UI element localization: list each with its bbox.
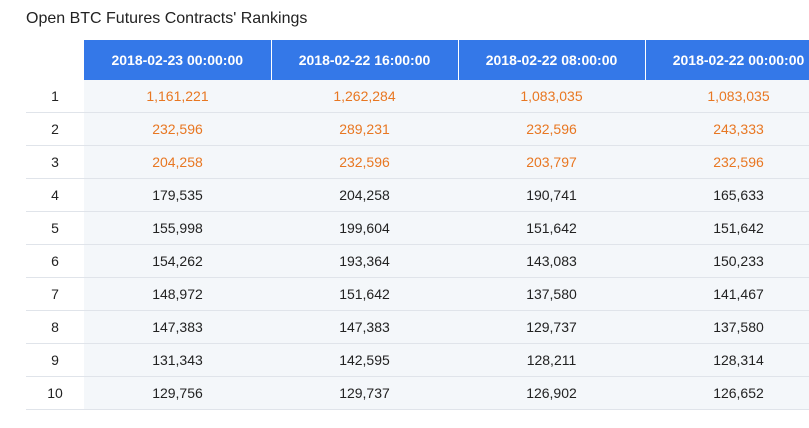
- column-header[interactable]: 2018-02-22 16:00:00: [271, 40, 459, 80]
- table-row: 6 154,262 193,364 143,083 150,233: [26, 244, 809, 278]
- table-cell: 232,596: [271, 145, 458, 179]
- table-cell: 193,364: [271, 244, 458, 278]
- table-cell: 126,902: [458, 376, 645, 410]
- table-row: 9 131,343 142,595 128,211 128,314: [26, 343, 809, 377]
- table-row: 8 147,383 147,383 129,737 137,580: [26, 310, 809, 344]
- table-cell: 243,333: [645, 112, 809, 146]
- table-cell: 150,233: [645, 244, 809, 278]
- table-cell: 165,633: [645, 178, 809, 212]
- table-cell: 151,642: [271, 277, 458, 311]
- table-cell: 151,642: [645, 211, 809, 245]
- table-cell: 147,383: [84, 310, 271, 344]
- table-header-row: 2018-02-23 00:00:00 2018-02-22 16:00:00 …: [26, 40, 809, 80]
- rank-cell: 2: [26, 112, 84, 146]
- table-row: 10 129,756 129,737 126,902 126,652: [26, 376, 809, 410]
- rank-cell: 4: [26, 178, 84, 212]
- table-cell: 179,535: [84, 178, 271, 212]
- table-cell: 232,596: [84, 112, 271, 146]
- table-cell: 137,580: [458, 277, 645, 311]
- table-cell: 131,343: [84, 343, 271, 377]
- table-row: 3 204,258 232,596 203,797 232,596: [26, 145, 809, 179]
- rank-cell: 9: [26, 343, 84, 377]
- table-cell: 199,604: [271, 211, 458, 245]
- rankings-table-container: 2018-02-23 00:00:00 2018-02-22 16:00:00 …: [26, 40, 809, 410]
- table-cell: 142,595: [271, 343, 458, 377]
- table-row: 7 148,972 151,642 137,580 141,467: [26, 277, 809, 311]
- table-cell: 154,262: [84, 244, 271, 278]
- rank-cell: 7: [26, 277, 84, 311]
- table-cell: 148,972: [84, 277, 271, 311]
- table-cell: 232,596: [458, 112, 645, 146]
- table-cell: 137,580: [645, 310, 809, 344]
- rank-cell: 10: [26, 376, 84, 410]
- column-header[interactable]: 2018-02-23 00:00:00: [84, 40, 272, 80]
- table-cell: 289,231: [271, 112, 458, 146]
- table-row: 1 1,161,221 1,262,284 1,083,035 1,083,035: [26, 80, 809, 113]
- table-cell: 128,211: [458, 343, 645, 377]
- table-cell: 203,797: [458, 145, 645, 179]
- table-cell: 204,258: [84, 145, 271, 179]
- table-cell: 1,083,035: [458, 80, 645, 113]
- table-cell: 204,258: [271, 178, 458, 212]
- table-cell: 141,467: [645, 277, 809, 311]
- rankings-table: 2018-02-23 00:00:00 2018-02-22 16:00:00 …: [26, 40, 809, 410]
- rank-cell: 5: [26, 211, 84, 245]
- column-header[interactable]: 2018-02-22 00:00:00: [645, 40, 809, 80]
- table-body: 1 1,161,221 1,262,284 1,083,035 1,083,035 2 23…: [26, 80, 809, 410]
- rank-cell: 1: [26, 80, 84, 113]
- table-cell: 129,737: [271, 376, 458, 410]
- table-row: 5 155,998 199,604 151,642 151,642: [26, 211, 809, 245]
- table-cell: 190,741: [458, 178, 645, 212]
- table-cell: 128,314: [645, 343, 809, 377]
- rank-cell: 6: [26, 244, 84, 278]
- table-cell: 151,642: [458, 211, 645, 245]
- table-cell: 1,262,284: [271, 80, 458, 113]
- table-cell: 232,596: [645, 145, 809, 179]
- table-row: 4 179,535 204,258 190,741 165,633: [26, 178, 809, 212]
- rank-cell: 8: [26, 310, 84, 344]
- table-cell: 1,083,035: [645, 80, 809, 113]
- table-cell: 155,998: [84, 211, 271, 245]
- table-cell: 143,083: [458, 244, 645, 278]
- column-header[interactable]: 2018-02-22 08:00:00: [458, 40, 646, 80]
- table-cell: 129,737: [458, 310, 645, 344]
- table-cell: 1,161,221: [84, 80, 271, 113]
- page-title: Open BTC Futures Contracts' Rankings: [26, 10, 308, 27]
- table-cell: 126,652: [645, 376, 809, 410]
- rank-cell: 3: [26, 145, 84, 179]
- table-cell: 147,383: [271, 310, 458, 344]
- table-row: 2 232,596 289,231 232,596 243,333: [26, 112, 809, 146]
- table-cell: 129,756: [84, 376, 271, 410]
- rank-column-header: [26, 40, 84, 80]
